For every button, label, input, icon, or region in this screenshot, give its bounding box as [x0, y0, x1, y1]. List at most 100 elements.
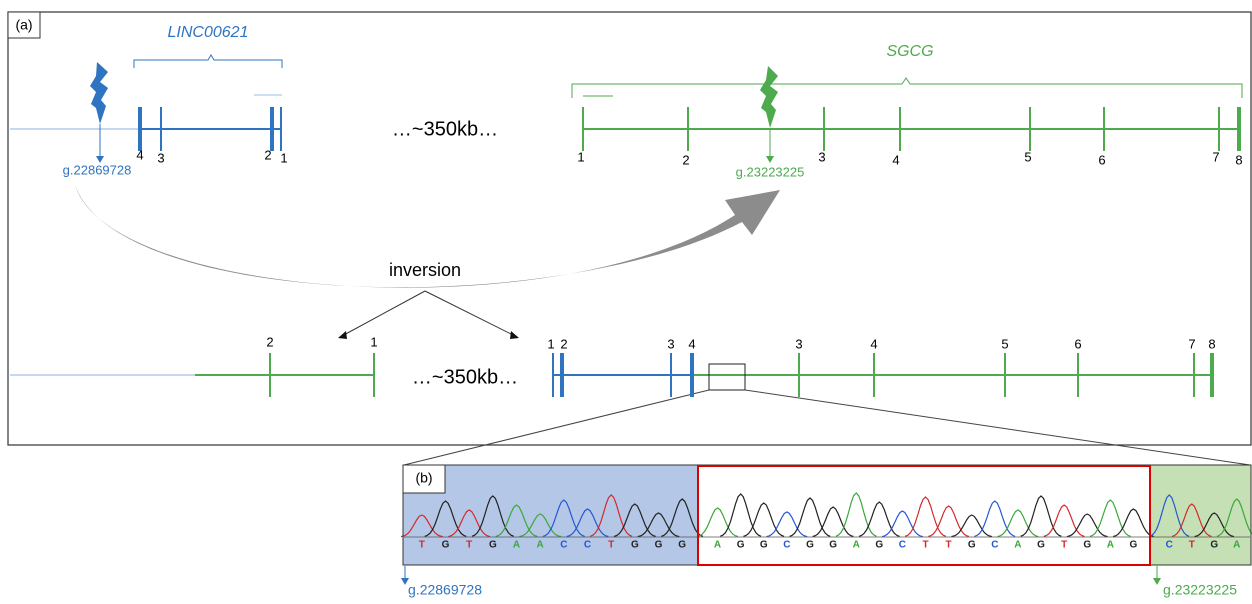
exon-number: 2 — [266, 334, 273, 349]
breakpoint: g.22869728 — [63, 162, 132, 177]
base: T — [922, 540, 928, 551]
trace-peak — [697, 508, 738, 537]
gene-bracket — [572, 78, 1242, 98]
trace-peak — [1044, 505, 1085, 537]
gap-label: …~350kb… — [392, 118, 498, 140]
trace-peak — [859, 502, 900, 536]
trace-peak — [813, 507, 854, 537]
trace-peak — [975, 501, 1016, 536]
base: G — [737, 540, 745, 551]
base: C — [783, 540, 790, 551]
base: G — [655, 540, 663, 551]
base: C — [560, 540, 567, 551]
figure: (a) LINC00621 g.22869728 …~350kb… SGCG g… — [0, 0, 1252, 599]
trace-peak — [836, 493, 877, 536]
exon-number: 7 — [1188, 336, 1195, 351]
base: A — [853, 540, 860, 551]
base: G — [1083, 540, 1091, 551]
zoom-line — [404, 390, 709, 465]
base: A — [714, 540, 721, 551]
arrowhead — [766, 156, 774, 163]
trace-peak — [905, 497, 946, 536]
base: C — [899, 540, 906, 551]
base: G — [829, 540, 837, 551]
exon-number: 6 — [1074, 336, 1081, 351]
trace-peak — [1021, 496, 1062, 536]
gap-label: …~350kb… — [412, 366, 518, 388]
trace-peak — [928, 506, 969, 537]
base: C — [1166, 540, 1173, 551]
exon-number: 5 — [1001, 336, 1008, 351]
trace-peak — [1090, 500, 1131, 536]
trace-peak — [951, 515, 992, 537]
exon-number: 8 — [1235, 152, 1242, 167]
exon-number: 5 — [1024, 149, 1031, 164]
base: G — [631, 540, 639, 551]
trace-peak — [743, 503, 784, 536]
exon-number: 3 — [795, 336, 802, 351]
base: T — [1189, 540, 1195, 551]
base: G — [875, 540, 883, 551]
exon-number: 2 — [264, 147, 271, 162]
exon-number: 4 — [136, 147, 143, 162]
base: T — [419, 540, 425, 551]
base: G — [1037, 540, 1045, 551]
panel-label: (a) — [15, 17, 32, 33]
exon-number: 4 — [870, 336, 877, 351]
base: A — [1107, 540, 1114, 551]
exon-number: 4 — [688, 336, 695, 351]
base: T — [946, 540, 952, 551]
trace-peak — [998, 510, 1039, 537]
base: G — [1210, 540, 1218, 551]
breakpoint-bolt — [90, 62, 108, 124]
base: A — [1233, 540, 1240, 551]
exon-number: 3 — [667, 336, 674, 351]
zoom-box — [709, 364, 745, 390]
trace-peak — [1113, 509, 1154, 537]
base: G — [489, 540, 497, 551]
exon-number: 3 — [157, 150, 164, 165]
base: G — [1130, 540, 1138, 551]
base: A — [1014, 540, 1021, 551]
exon-number: 2 — [560, 336, 567, 351]
base: T — [466, 540, 472, 551]
trace-peak — [1067, 514, 1108, 537]
exon-number: 3 — [818, 149, 825, 164]
base: G — [442, 540, 450, 551]
trace-peak — [882, 511, 923, 537]
zoom-line — [745, 390, 1250, 465]
base: G — [968, 540, 976, 551]
exon-number: 6 — [1098, 152, 1105, 167]
exon-number: 4 — [892, 152, 899, 167]
base: A — [537, 540, 544, 551]
breakpoint: g.23223225 — [736, 164, 805, 179]
exon-number: 1 — [577, 149, 584, 164]
trace-peak — [767, 512, 808, 537]
gene-name: LINC00621 — [168, 24, 249, 41]
arrowhead — [1153, 578, 1161, 585]
base: G — [806, 540, 814, 551]
split-arrow — [342, 291, 425, 336]
panel-label: (b) — [415, 470, 432, 486]
base: A — [513, 540, 520, 551]
base: T — [1061, 540, 1067, 551]
event-label: inversion — [389, 260, 461, 280]
base: G — [760, 540, 768, 551]
exon-number: 7 — [1212, 149, 1219, 164]
exon-number: 1 — [370, 334, 377, 349]
exon-number: 8 — [1208, 336, 1215, 351]
base: T — [608, 540, 614, 551]
trace-peak — [720, 494, 761, 536]
base: C — [991, 540, 998, 551]
gene-bracket — [134, 55, 282, 68]
exon-number: 2 — [682, 152, 689, 167]
split-arrow — [425, 291, 515, 336]
arrowhead — [510, 331, 519, 339]
base: C — [584, 540, 591, 551]
arrowhead — [338, 331, 347, 339]
breakpoint: g.22869728 — [408, 582, 482, 598]
panel-a-border — [8, 12, 1251, 445]
exon-number: 1 — [547, 336, 554, 351]
base: G — [678, 540, 686, 551]
exon-number: 1 — [280, 150, 287, 165]
